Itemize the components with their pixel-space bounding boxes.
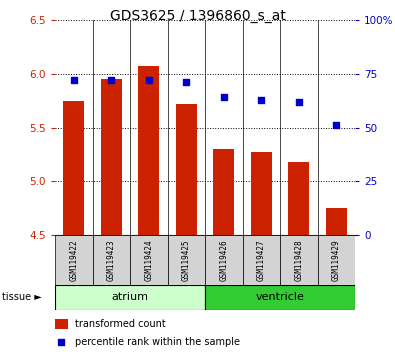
Text: tissue ►: tissue ► [2,292,42,303]
Text: GSM119427: GSM119427 [257,239,266,281]
Bar [205,235,243,285]
Bar [92,235,130,285]
Text: GSM119426: GSM119426 [219,239,228,281]
Bar [176,104,197,235]
Bar [55,285,205,310]
Text: GSM119424: GSM119424 [144,239,153,281]
Text: atrium: atrium [111,292,149,303]
Text: GSM119428: GSM119428 [294,239,303,281]
Bar [138,66,159,235]
Text: GSM119425: GSM119425 [182,239,191,281]
Point [183,80,190,85]
Point [58,339,64,344]
Text: GDS3625 / 1396860_s_at: GDS3625 / 1396860_s_at [109,9,286,23]
Point [220,95,227,100]
Text: GSM119422: GSM119422 [69,239,78,281]
Bar [288,162,309,235]
Text: transformed count: transformed count [75,319,166,329]
Bar [318,235,355,285]
Point [258,97,264,102]
Bar [55,319,68,329]
Text: GSM119423: GSM119423 [107,239,116,281]
Text: percentile rank within the sample: percentile rank within the sample [75,337,240,347]
Bar [101,79,122,235]
Bar [326,208,346,235]
Point [295,99,302,104]
Bar [130,235,167,285]
Bar [64,101,84,235]
Bar [55,235,92,285]
Bar [167,235,205,285]
Bar [280,235,318,285]
Bar [205,285,355,310]
Bar [243,235,280,285]
Point [108,78,115,83]
Text: ventricle: ventricle [256,292,305,303]
Point [146,78,152,83]
Bar [251,152,272,235]
Point [71,78,77,83]
Bar [213,149,234,235]
Point [333,122,339,128]
Text: GSM119429: GSM119429 [332,239,341,281]
